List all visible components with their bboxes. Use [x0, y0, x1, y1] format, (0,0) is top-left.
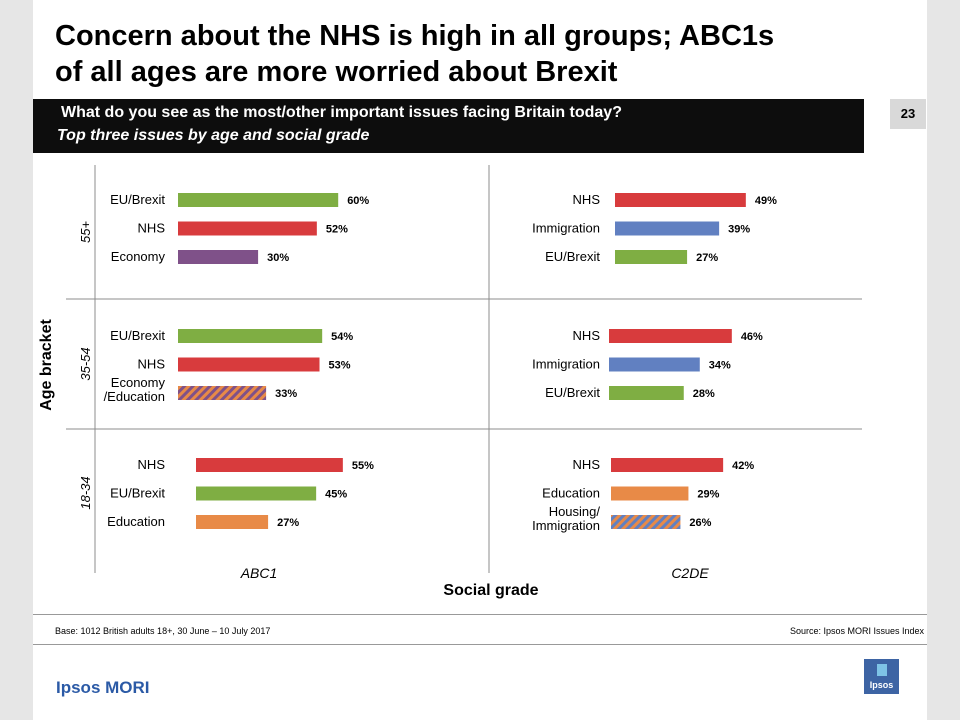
bar-55+-ABC1-1	[178, 221, 317, 236]
row-label-55+: 55+	[78, 221, 93, 243]
x-axis-title: Social grade	[443, 582, 538, 599]
bar-18-34-C2DE-1	[611, 486, 689, 501]
page-number: 23	[890, 99, 926, 129]
column-label-ABC1: ABC1	[240, 565, 278, 581]
category-label: Education	[542, 486, 600, 501]
category-label: Immigration	[532, 221, 600, 236]
bar-18-34-ABC1-0	[196, 458, 343, 472]
category-label: EU/Brexit	[545, 385, 600, 400]
bar-55+-C2DE-1	[615, 221, 720, 236]
category-label: Immigration	[532, 518, 600, 533]
category-label: NHS	[573, 328, 601, 343]
value-label: 42%	[732, 460, 754, 472]
value-label: 30%	[267, 252, 289, 264]
footer-divider-bottom	[33, 644, 927, 645]
value-label: 52%	[326, 224, 348, 236]
category-label: NHS	[573, 192, 601, 207]
category-label: /Education	[104, 389, 165, 404]
question-bar: What do you see as the most/other import…	[33, 99, 864, 153]
category-label: Immigration	[532, 357, 600, 372]
row-label-18-34: 18-34	[78, 476, 93, 509]
slide-title: Concern about the NHS is high in all gro…	[55, 18, 895, 90]
right-margin-strip	[927, 0, 960, 720]
value-label: 33%	[275, 388, 297, 400]
category-label: EU/Brexit	[545, 249, 600, 264]
value-label: 26%	[689, 517, 711, 529]
category-label: Economy	[111, 249, 166, 264]
bar-35-54-ABC1-0	[178, 329, 323, 343]
bar-55+-C2DE-0	[615, 193, 746, 207]
bar-35-54-C2DE-1	[609, 357, 700, 372]
y-axis-title: Age bracket	[38, 319, 55, 411]
ipsos-logo: Ipsos	[864, 659, 899, 694]
title-line-1: Concern about the NHS is high in all gro…	[55, 20, 775, 52]
value-label: 45%	[325, 489, 347, 501]
value-label: 29%	[697, 489, 719, 501]
value-label: 60%	[347, 195, 369, 207]
category-label: NHS	[573, 457, 601, 472]
value-label: 53%	[329, 360, 351, 372]
category-label: EU/Brexit	[110, 192, 165, 207]
title-line-2: of all ages are more worried about Brexi…	[55, 56, 618, 88]
category-label: EU/Brexit	[110, 486, 165, 501]
bar-18-34-ABC1-2	[196, 515, 269, 529]
bar-35-54-C2DE-0	[609, 329, 732, 343]
value-label: 49%	[755, 195, 777, 207]
footer-divider-top	[33, 614, 927, 615]
bar-55+-ABC1-2	[178, 250, 259, 264]
bar-55+-ABC1-0	[178, 193, 339, 207]
question-text: What do you see as the most/other import…	[61, 104, 622, 121]
category-label: NHS	[138, 221, 166, 236]
question-subtitle: Top three issues by age and social grade	[57, 127, 370, 144]
logo-mark	[877, 664, 887, 676]
base-note: Base: 1012 British adults 18+, 30 June –…	[55, 626, 271, 636]
value-label: 27%	[277, 517, 299, 529]
bar-18-34-C2DE-2	[611, 515, 681, 529]
category-label: EU/Brexit	[110, 328, 165, 343]
logo-text: Ipsos	[869, 680, 894, 690]
value-label: 46%	[741, 331, 763, 343]
bar-35-54-ABC1-2	[178, 386, 267, 400]
value-label: 39%	[728, 224, 750, 236]
category-label: Education	[107, 514, 165, 529]
bar-55+-C2DE-2	[615, 250, 688, 264]
value-label: 34%	[709, 360, 731, 372]
source-note: Source: Ipsos MORI Issues Index	[789, 626, 924, 636]
bar-18-34-ABC1-1	[196, 486, 317, 501]
column-label-C2DE: C2DE	[671, 565, 709, 581]
value-label: 27%	[696, 252, 718, 264]
category-label: NHS	[138, 457, 166, 472]
bar-35-54-ABC1-1	[178, 357, 320, 372]
category-label: Economy	[111, 375, 166, 390]
value-label: 28%	[693, 388, 715, 400]
left-margin-strip	[0, 0, 33, 720]
bar-35-54-C2DE-2	[609, 386, 684, 400]
category-label: Housing/	[549, 504, 601, 519]
row-label-35-54: 35-54	[78, 347, 93, 380]
category-label: NHS	[138, 357, 166, 372]
value-label: 55%	[352, 460, 374, 472]
brand-name: Ipsos MORI	[56, 678, 150, 697]
value-label: 54%	[331, 331, 353, 343]
bar-18-34-C2DE-0	[611, 458, 724, 472]
